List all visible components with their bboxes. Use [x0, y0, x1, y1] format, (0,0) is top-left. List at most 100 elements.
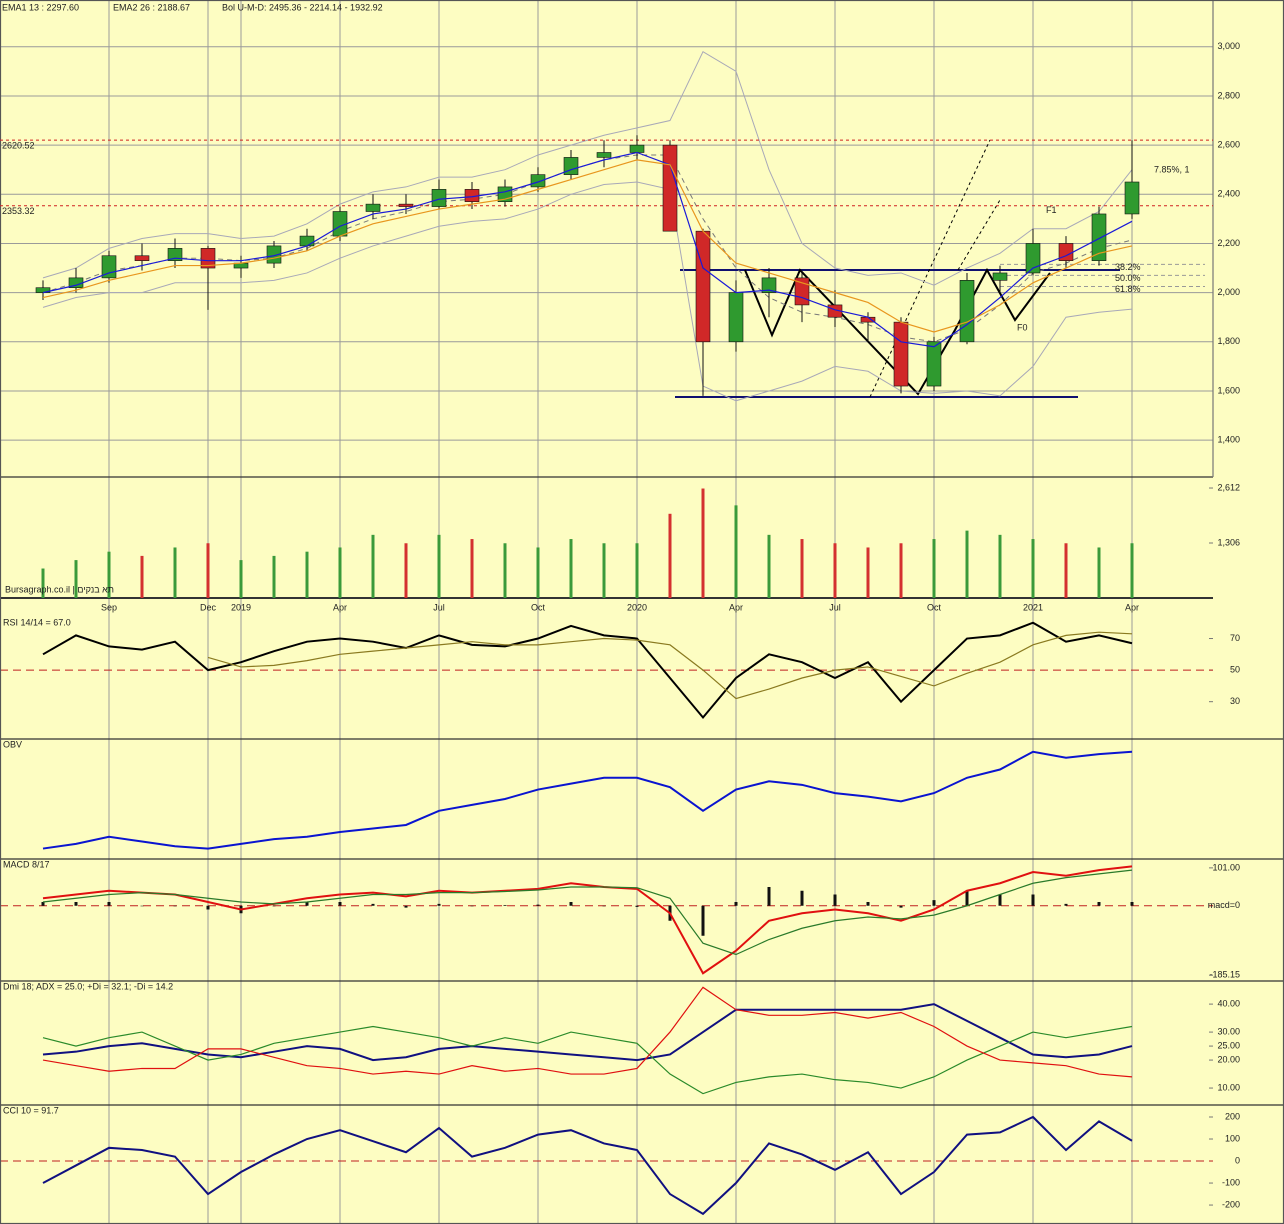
- volume-bar: [965, 530, 969, 598]
- y-tick-label: 30.00: [1217, 1026, 1240, 1036]
- histogram-bar: [305, 902, 309, 906]
- candle-body: [365, 203, 381, 212]
- level-label: 2620.52: [2, 140, 35, 150]
- x-tick-label: Apr: [729, 602, 743, 612]
- y-tick-label: 2,200: [1217, 238, 1240, 248]
- y-tick-label: 3,000: [1217, 41, 1240, 51]
- histogram-bar: [1031, 894, 1035, 906]
- candle-body: [662, 144, 678, 232]
- histogram-bar: [965, 890, 969, 906]
- volume-bar: [503, 543, 507, 598]
- histogram-bar: [272, 905, 276, 907]
- grid-layer: [0, 0, 1213, 1224]
- x-tick-label: 2020: [627, 602, 647, 612]
- histogram-bar: [734, 902, 738, 906]
- candle-body: [299, 235, 315, 247]
- histogram-bar: [41, 902, 45, 906]
- histogram-bar: [437, 903, 441, 906]
- histogram-bar: [833, 894, 837, 906]
- x-tick-label: Jul: [829, 602, 841, 612]
- fib-label: 61.8%: [1115, 284, 1141, 294]
- histogram-bar: [1130, 902, 1134, 906]
- volume-bar: [74, 560, 78, 598]
- histogram-bar: [569, 902, 573, 906]
- volume-bar: [767, 534, 771, 598]
- volume-bar: [536, 547, 540, 598]
- legend-entry: Bol U-M-D: 2495.36 - 2214.14 - 1932.92: [222, 2, 383, 12]
- candle-body: [893, 321, 909, 387]
- volume-bar: [932, 539, 936, 598]
- y-tick-label: 50: [1230, 664, 1240, 674]
- histogram-bar: [107, 902, 111, 906]
- candle-body: [926, 341, 942, 387]
- x-tick-label: Dec: [200, 602, 217, 612]
- volume-bar: [998, 534, 1002, 598]
- y-tick-label: 20.00: [1217, 1054, 1240, 1064]
- candle-body: [167, 248, 183, 261]
- y-tick-label: 1,306: [1217, 537, 1240, 547]
- legend-entry: EMA1 13 : 2297.60: [2, 2, 79, 12]
- panel-title: RSI 14/14 = 67.0: [3, 617, 71, 627]
- candle-body: [398, 203, 414, 207]
- candle-body: [1091, 213, 1107, 261]
- candle-body: [959, 280, 975, 343]
- y-tick-label: 0: [1235, 1155, 1240, 1165]
- series-line: [42, 1025, 1133, 1095]
- candle-body: [728, 292, 744, 343]
- series-line: [42, 151, 1133, 348]
- volume-bar: [140, 555, 144, 598]
- histogram-bar: [536, 904, 540, 906]
- bollinger-lower: [42, 181, 1133, 402]
- series-line: [42, 1115, 1133, 1216]
- y-tick-label: 2,800: [1217, 90, 1240, 100]
- candle-body: [992, 272, 1008, 281]
- y-tick-label: 1,400: [1217, 435, 1240, 445]
- bollinger-upper: [42, 50, 1133, 286]
- candle-body: [794, 277, 810, 306]
- volume-bar: [272, 555, 276, 598]
- candle-body: [695, 230, 711, 343]
- fib-label: 50.0%: [1115, 273, 1141, 283]
- candle-body: [431, 189, 447, 207]
- series-line: [42, 1003, 1133, 1062]
- series-line: [207, 631, 1133, 700]
- candle-body: [1025, 243, 1041, 274]
- histogram-bar: [701, 905, 705, 936]
- fib-label: 38.2%: [1115, 262, 1141, 272]
- volume-bar: [866, 547, 870, 598]
- candle-body: [134, 255, 150, 261]
- y-tick-label: 100: [1225, 1133, 1240, 1143]
- level-label: 2353.32: [2, 206, 35, 216]
- histogram-bar: [800, 890, 804, 906]
- x-tick-label: Apr: [333, 602, 347, 612]
- histogram-bar: [173, 905, 177, 907]
- volume-bar: [404, 543, 408, 598]
- x-tick-label: Oct: [927, 602, 942, 612]
- histogram-bar: [404, 905, 408, 908]
- volume-bar: [41, 568, 45, 598]
- histogram-bar: [371, 903, 375, 906]
- series-line: [42, 869, 1133, 956]
- histogram-bar: [899, 905, 903, 908]
- candle-body: [761, 277, 777, 293]
- annotation: 7.85%, 1: [1154, 165, 1190, 175]
- histogram-bar: [140, 905, 144, 907]
- y-tick-label: 2,000: [1217, 287, 1240, 297]
- series-line: [42, 865, 1133, 975]
- volume-bar: [437, 534, 441, 598]
- volume-bar: [1130, 543, 1134, 598]
- x-tick-label: Apr: [1125, 602, 1139, 612]
- volume-bar: [668, 513, 672, 598]
- volume-bar: [239, 560, 243, 598]
- y-tick-label: 1,800: [1217, 336, 1240, 346]
- histogram-bar: [998, 894, 1002, 906]
- y-tick-label: 40.00: [1217, 998, 1240, 1008]
- panel-title: OBV: [3, 739, 22, 749]
- x-tick-label: 2019: [231, 602, 251, 612]
- y-tick-label: 2,612: [1217, 482, 1240, 492]
- histogram-bar: [74, 902, 78, 906]
- x-tick-label: Oct: [531, 602, 546, 612]
- y-tick-label: macd=0: [1208, 900, 1240, 910]
